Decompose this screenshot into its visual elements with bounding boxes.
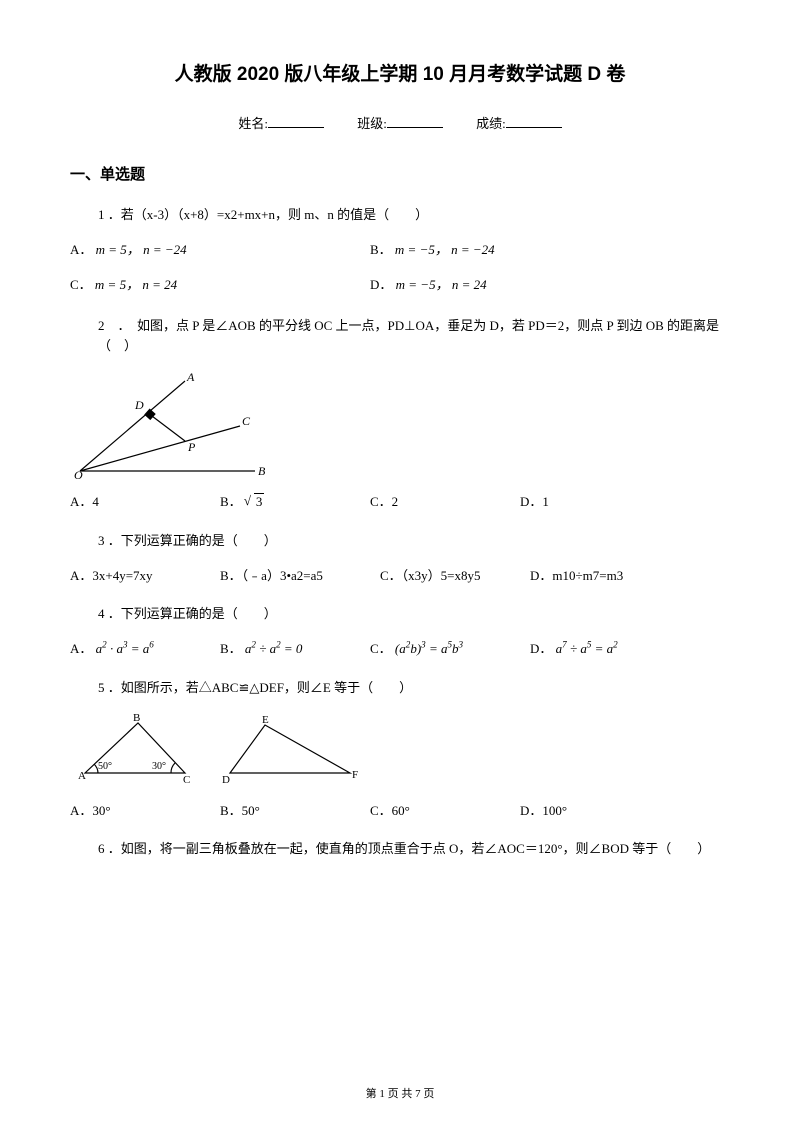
q5-label-C: C <box>183 774 190 786</box>
page-footer: 第 1 页 共 7 页 <box>0 1086 800 1104</box>
q4-choice-D-label: D． <box>530 641 552 656</box>
question-4: 4 ．下列运算正确的是（ ） <box>98 604 730 625</box>
q1-choice-D-label: D． <box>370 277 392 292</box>
q2-label-D: D <box>134 398 144 412</box>
q1-choice-D-n: n = 24 <box>452 277 487 292</box>
q5-choice-B: B．50° <box>220 801 370 822</box>
score-blank[interactable] <box>506 114 562 128</box>
q2-label-C: C <box>242 414 251 428</box>
q5-choice-C: C．60° <box>370 801 520 822</box>
q1-choices-row-1: A． m = 5， n = −24 B． m = −5， n = −24 <box>70 240 730 261</box>
q1-choice-C-n: n = 24 <box>142 277 177 292</box>
q1-choice-B-label: B． <box>370 242 392 257</box>
q3-choice-C: C．（x3y）5=x8y5 <box>380 566 530 587</box>
q2-choice-B-val: 3 <box>254 493 265 509</box>
name-blank[interactable] <box>268 114 324 128</box>
q5-triangles-diagram: A B C 50° 30° D E F <box>70 713 370 788</box>
q4-choices-row: A． a2 · a3 = a6 B． a2 ÷ a2 = 0 C． (a2b)3… <box>70 639 730 660</box>
q4-choice-D-expr: a7 ÷ a5 = a2 <box>556 641 618 656</box>
q5-choice-A: A．30° <box>70 801 220 822</box>
question-2: 2 ． 如图，点 P 是∠AOB 的平分线 OC 上一点，PD⊥OA，垂足为 D… <box>98 316 730 358</box>
q4-choice-A-expr: a2 · a3 = a6 <box>96 641 154 656</box>
class-blank[interactable] <box>387 114 443 128</box>
q1-choice-D-m: m = −5， <box>396 277 449 292</box>
q4-choice-C-label: C． <box>370 641 392 656</box>
q5-figure: A B C 50° 30° D E F <box>70 713 730 795</box>
class-label: 班级: <box>357 116 387 131</box>
q4-choice-A-label: A． <box>70 641 92 656</box>
q3-choice-B: B．（﹣a）3•a2=a5 <box>220 566 380 587</box>
score-label: 成绩: <box>476 116 506 131</box>
q2-choice-A: A．4 <box>70 492 220 513</box>
q1-choice-A-label: A． <box>70 242 92 257</box>
q3-choices-row: A．3x+4y=7xy B．（﹣a）3•a2=a5 C．（x3y）5=x8y5 … <box>70 566 730 587</box>
q4-choice-C-expr: (a2b)3 = a5b3 <box>395 641 463 656</box>
q5-label-B: B <box>133 713 140 724</box>
q5-choices-row: A．30° B．50° C．60° D．100° <box>70 801 730 822</box>
question-3: 3 ．下列运算正确的是（ ） <box>98 531 730 552</box>
question-2-text: 2 ． 如图，点 P 是∠AOB 的平分线 OC 上一点，PD⊥OA，垂足为 D… <box>98 318 719 354</box>
q1-choice-C-label: C． <box>70 277 92 292</box>
q2-choice-B-label: B． <box>220 494 242 509</box>
section-1-heading: 一、单选题 <box>70 163 730 187</box>
q5-choice-D: D．100° <box>520 801 567 822</box>
q4-choice-B-expr: a2 ÷ a2 = 0 <box>245 641 303 656</box>
q2-figure: O A B C D P <box>70 371 730 488</box>
q5-label-E: E <box>262 714 269 726</box>
q2-label-O: O <box>74 468 83 481</box>
question-1: 1 ．若（x-3）（x+8）=x2+mx+n，则 m、n 的值是（ ） <box>98 205 730 226</box>
q4-choice-B-label: B． <box>220 641 242 656</box>
q1-choice-A-m: m = 5， <box>96 242 140 257</box>
question-6: 6 ．如图，将一副三角板叠放在一起，使直角的顶点重合于点 O，若∠AOC＝120… <box>98 839 730 860</box>
q1-choice-B-n: n = −24 <box>451 242 495 257</box>
q2-label-P: P <box>187 440 196 454</box>
q2-choices-row: A．4 B． √ 3 C．2 D．1 <box>70 492 730 513</box>
q1-choice-A-n: n = −24 <box>143 242 187 257</box>
q3-choice-D: D．m10÷m7=m3 <box>530 566 623 587</box>
q2-label-B: B <box>258 464 265 478</box>
q1-choice-C-m: m = 5， <box>95 277 139 292</box>
name-label: 姓名: <box>238 116 268 131</box>
q5-label-D: D <box>222 774 230 786</box>
header-fields: 姓名: 班级: 成绩: <box>70 114 730 135</box>
exam-title: 人教版 2020 版八年级上学期 10 月月考数学试题 D 卷 <box>70 60 730 90</box>
q5-label-A: A <box>78 770 86 782</box>
q1-choice-B-m: m = −5， <box>395 242 448 257</box>
q5-label-30: 30° <box>152 761 166 772</box>
q1-choices-row-2: C． m = 5， n = 24 D． m = −5， n = 24 <box>70 275 730 296</box>
question-5: 5 ．如图所示，若△ABC≌△DEF，则∠E 等于（ ） <box>98 678 730 699</box>
q5-label-50: 50° <box>98 761 112 772</box>
q3-choice-A: A．3x+4y=7xy <box>70 566 220 587</box>
q2-label-A: A <box>186 371 195 384</box>
q2-choice-C: C．2 <box>370 492 520 513</box>
q2-angle-diagram: O A B C D P <box>70 371 265 481</box>
q2-choice-D: D．1 <box>520 492 549 513</box>
q5-label-F: F <box>352 769 358 781</box>
